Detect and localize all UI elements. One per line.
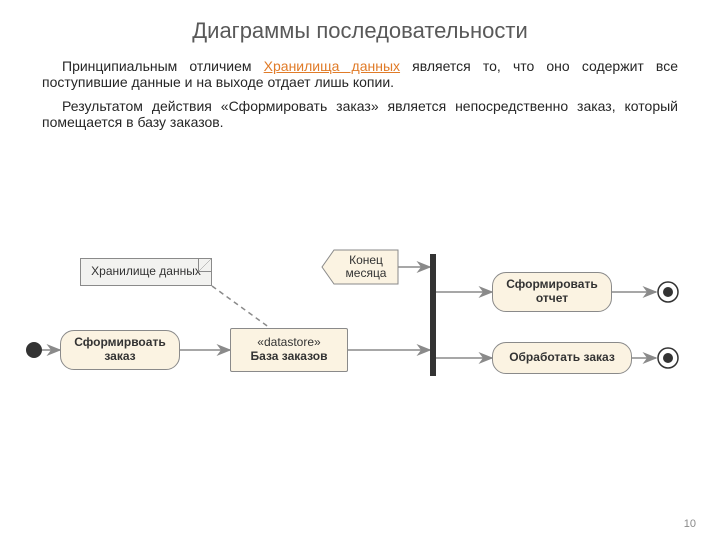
para1-highlight: Хранилища данных: [264, 58, 400, 74]
slide-number: 10: [684, 518, 696, 530]
activity-form-order-l2: заказ: [104, 350, 135, 364]
final-nodes: [0, 220, 1, 221]
activity-diagram: Сформирвоать заказ Хранилище данных «dat…: [0, 220, 720, 460]
activity-process-order-l1: Обработать заказ: [509, 351, 615, 365]
datastore-order-db: «datastore» База заказов: [230, 328, 348, 372]
para2-pre: Результатом действия «Сформировать заказ…: [42, 98, 678, 130]
signal-month-end-label: Конецмесяца: [322, 250, 404, 284]
activity-form-report: Сформировать отчет: [492, 272, 612, 312]
note-datastore-label: Хранилище данных: [91, 265, 201, 279]
paragraph-1: Принципиальным отличием Хранилища данных…: [42, 58, 678, 90]
paragraph-2: Результатом действия «Сформировать заказ…: [42, 98, 678, 130]
activity-form-order: Сформирвоать заказ: [60, 330, 180, 370]
activity-form-report-l2: отчет: [536, 292, 568, 306]
note-datastore: Хранилище данных: [80, 258, 212, 286]
activity-form-order-l1: Сформирвоать: [74, 336, 165, 350]
datastore-stereotype: «datastore»: [257, 336, 320, 350]
page-title: Диаграммы последовательности: [42, 18, 678, 44]
activity-process-order: Обработать заказ: [492, 342, 632, 374]
para1-pre: Принципиальным отличием: [62, 58, 264, 74]
activity-form-report-l1: Сформировать: [506, 278, 597, 292]
datastore-order-db-label: База заказов: [251, 350, 328, 364]
fork-bar: [430, 254, 436, 376]
slide-page: Диаграммы последовательности Принципиаль…: [0, 0, 720, 540]
signal-month-end: Конецмесяца: [322, 250, 398, 284]
